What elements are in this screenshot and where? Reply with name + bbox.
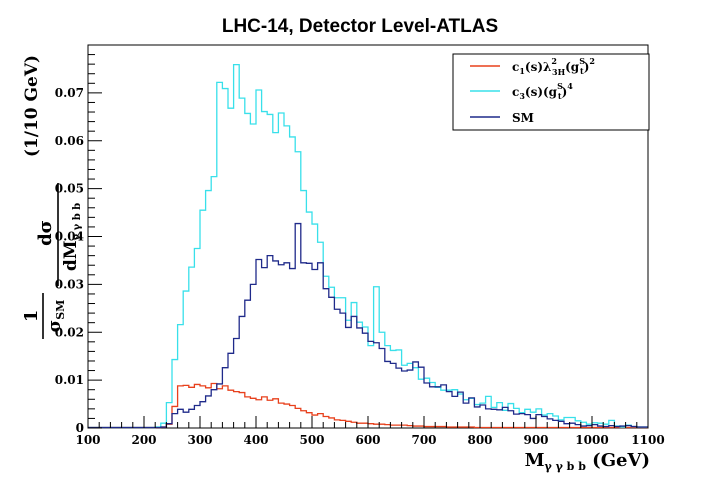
legend: c1(s)λ2 3H(gS t)2 c3(s)(gS t)4 SM: [452, 53, 650, 131]
chart-title: LHC-14, Detector Level-ATLAS: [222, 16, 498, 37]
x-axis-label: Mγ γ b b (GeV): [525, 450, 650, 473]
y-axis-bin-label: (1/10 GeV): [22, 55, 42, 157]
x-tick-label: 200: [131, 433, 156, 447]
y-frac1-den-sub: SM: [54, 300, 67, 320]
y-tick-label: 0.07: [55, 86, 84, 100]
y-tick-label: 0.03: [55, 277, 84, 291]
y-tick-label: 0.05: [55, 182, 84, 196]
x-tick-label: 500: [299, 433, 324, 447]
y-axis: 0 0.01 0.02 0.03 0.04 0.05 0.06 0.07: [55, 54, 102, 435]
y-tick-label: 0.01: [55, 373, 84, 387]
y-frac2-denominator: dMγ γ b b: [61, 203, 83, 271]
x-tick-label: 300: [187, 433, 212, 447]
x-axis-label-main: M: [525, 450, 545, 471]
legend-label-c3: c3(s)(gS t)4: [512, 81, 573, 101]
series-layer: [88, 63, 648, 429]
x-tick-label: 800: [467, 433, 492, 447]
legend-label-lambda: c1(s)λ2 3H(gS t)2: [512, 56, 595, 77]
x-axis: 100 200 300 400 500 600 700 800 900 1000 1100: [75, 416, 665, 447]
x-tick-label: 1100: [631, 433, 664, 447]
y-frac2-den-sub: γ γ b b: [72, 203, 83, 241]
y-tick-label: 0: [76, 421, 84, 435]
y-frac2-den-main: dM: [61, 240, 81, 271]
y-frac2-numerator: dσ: [35, 220, 56, 246]
y-axis-label: (1/10 GeV) 1 σSM dσ dMγ γ b b: [21, 55, 83, 339]
legend-entry-c3: c3(s)(gS t)4: [470, 81, 573, 101]
x-tick-label: 400: [243, 433, 268, 447]
legend-label-sm: SM: [512, 111, 534, 125]
y-frac1-den-main: σ: [45, 320, 65, 333]
series-line-0: [88, 382, 648, 429]
x-tick-label: 1000: [575, 433, 608, 447]
x-tick-label: 900: [523, 433, 548, 447]
y-tick-label: 0.06: [55, 134, 84, 148]
y-tick-label: 0.04: [55, 230, 84, 244]
x-axis-label-sub: γ γ b b: [545, 460, 587, 473]
x-tick-label: 600: [355, 433, 380, 447]
legend-entry-lambda: c1(s)λ2 3H(gS t)2: [470, 56, 595, 77]
series-line-1: [88, 63, 648, 429]
y-tick-label: 0.02: [55, 325, 84, 339]
y-frac1-numerator: 1: [21, 310, 42, 323]
series-line-2: [88, 222, 648, 429]
x-tick-label: 700: [411, 433, 436, 447]
legend-entry-sm: SM: [470, 111, 534, 125]
x-axis-label-unit: (GeV): [586, 450, 650, 471]
y-frac1-denominator: σSM: [45, 300, 67, 333]
x-tick-label: 100: [75, 433, 100, 447]
